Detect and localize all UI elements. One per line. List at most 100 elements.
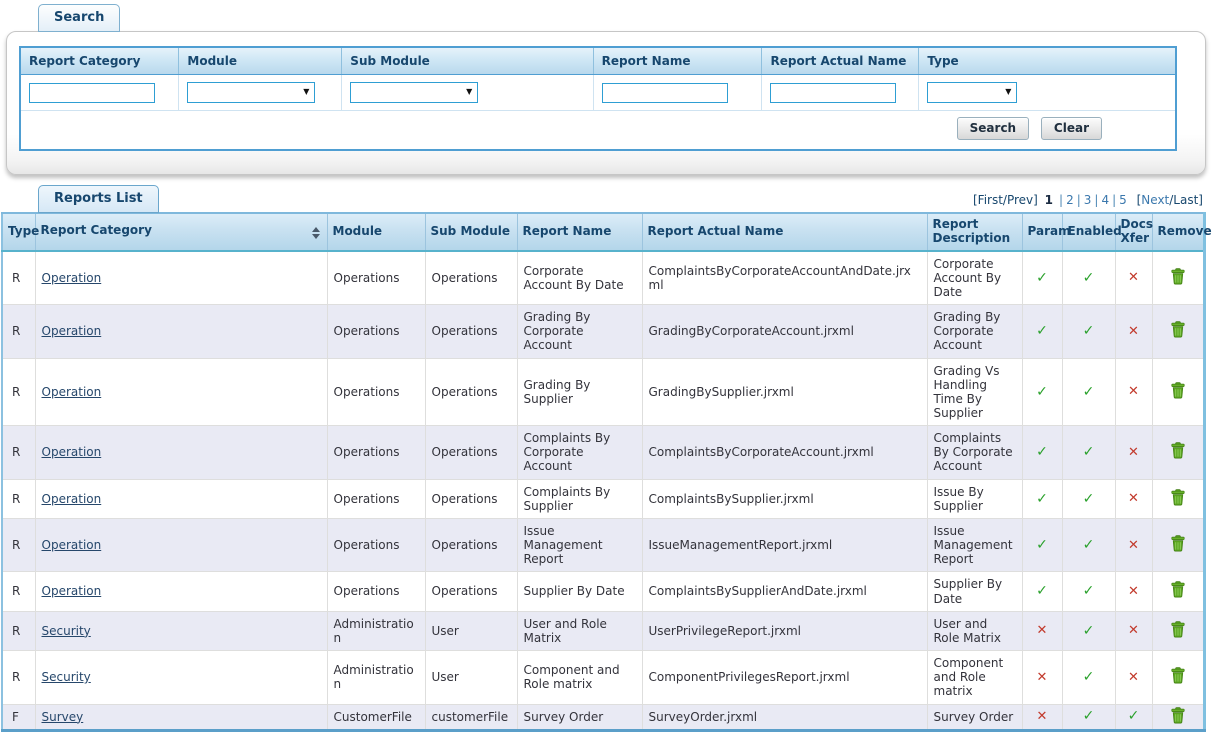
trash-icon[interactable]	[1170, 667, 1186, 684]
pagination-current-page: 1	[1044, 193, 1054, 207]
report-category-link[interactable]: Operation	[41, 324, 102, 339]
col-report-category-label: Report Category	[40, 223, 152, 238]
docs-xfer-cell: ✕	[1114, 571, 1153, 612]
docs-xfer-cell: ✓	[1114, 703, 1153, 731]
enabled-cell: ✓	[1061, 650, 1116, 705]
pagination-first-prev: [First/Prev]	[973, 193, 1038, 207]
pagination-page-link[interactable]: 2	[1066, 193, 1074, 207]
search-panel: Report Category Module Sub Module Report…	[6, 31, 1206, 175]
report-actual-name-cell: ComplaintsBySupplierAndDate.jrxml	[641, 571, 928, 612]
col-remove: Remove	[1151, 212, 1212, 252]
report-name-input[interactable]	[601, 82, 728, 103]
module-cell: Administration	[326, 610, 426, 652]
cross-icon: ✕	[1128, 537, 1139, 553]
clear-button[interactable]: Clear	[1040, 117, 1102, 140]
pagination-page-link[interactable]: 3	[1083, 193, 1092, 207]
report-category-cell: Operation	[34, 517, 328, 573]
trash-icon[interactable]	[1170, 321, 1186, 338]
trash-icon[interactable]	[1170, 442, 1186, 459]
type-cell: R	[1, 610, 36, 652]
report-category-link[interactable]: Security	[41, 623, 91, 638]
tab-search[interactable]: Search	[38, 4, 121, 32]
pagination-separator: |	[1094, 193, 1099, 207]
search-buttons-row: Search Clear	[20, 110, 1176, 150]
type-cell: R	[1, 517, 36, 573]
sub-module-cell: User	[424, 610, 518, 652]
report-actual-name-cell: SurveyOrder.jrxml	[641, 703, 928, 731]
trash-icon[interactable]	[1170, 382, 1186, 399]
report-description-cell: Grading By Corporate Account	[926, 304, 1023, 359]
pagination-page-link[interactable]: 4	[1101, 193, 1110, 207]
pagination-last: /Last]	[1169, 193, 1203, 207]
search-col-report-category: Report Category	[19, 46, 180, 75]
trash-icon[interactable]	[1170, 706, 1186, 724]
enabled-cell: ✓	[1061, 610, 1116, 652]
table-row: R Security Administration User User and Role…	[1, 610, 1205, 652]
cross-icon: ✕	[1128, 384, 1139, 400]
check-icon: ✓	[1082, 444, 1095, 461]
reports-table: Type Report Category Module Sub Module R…	[1, 212, 1212, 732]
col-report-category[interactable]: Report Category	[34, 212, 328, 252]
module-select[interactable]: ▼	[187, 82, 316, 103]
report-actual-name-cell: GradingByCorporateAccount.jrxml	[641, 304, 928, 359]
report-actual-name-cell: ComplaintsBySupplier.jrxml	[641, 478, 928, 519]
report-description-cell: Survey Order	[926, 703, 1023, 731]
report-category-cell: Survey	[34, 703, 328, 731]
enabled-cell: ✓	[1061, 425, 1116, 480]
report-category-link[interactable]: Operation	[41, 491, 102, 506]
tab-reports-list[interactable]: Reports List	[38, 185, 159, 213]
report-description-cell: User and Role Matrix	[926, 610, 1023, 652]
enabled-cell: ✓	[1061, 250, 1116, 306]
report-name-cell: Complaints By Supplier	[516, 478, 643, 519]
report-category-link[interactable]: Operation	[41, 384, 102, 399]
check-icon: ✓	[1036, 536, 1048, 553]
check-icon: ✓	[1036, 383, 1048, 400]
report-name-cell: Supplier By Date	[516, 571, 643, 612]
type-select[interactable]: ▼	[927, 82, 1018, 103]
report-category-link[interactable]: Operation	[41, 538, 102, 553]
search-input-row: ▼ ▼ ▼	[20, 74, 1177, 111]
remove-cell	[1151, 357, 1205, 427]
search-col-type: Type	[918, 46, 1177, 75]
search-button[interactable]: Search	[956, 117, 1030, 140]
report-actual-name-input[interactable]	[770, 82, 897, 103]
sub-module-cell: Operations	[424, 571, 518, 612]
report-category-link[interactable]: Operation	[41, 270, 102, 285]
sub-module-select[interactable]: ▼	[350, 82, 479, 103]
report-category-link[interactable]: Operation	[41, 584, 102, 599]
sub-module-cell: Operations	[424, 304, 518, 359]
table-row: R Operation Operations Operations Corporate …	[1, 250, 1205, 306]
report-category-cell: Operation	[34, 571, 328, 612]
report-description-cell: Grading Vs Handling Time By Supplier	[926, 357, 1023, 427]
sub-module-cell: Operations	[424, 517, 518, 573]
check-icon: ✓	[1082, 323, 1095, 340]
module-cell: Operations	[326, 571, 426, 612]
check-icon: ✓	[1082, 269, 1095, 286]
enabled-cell: ✓	[1061, 357, 1116, 427]
report-actual-name-cell: ComponentPrivilegesReport.jrxml	[641, 650, 928, 705]
trash-icon[interactable]	[1170, 621, 1186, 638]
check-icon: ✓	[1036, 323, 1048, 340]
report-category-input[interactable]	[29, 82, 155, 103]
param-cell: ✓	[1021, 517, 1063, 573]
docs-xfer-cell: ✕	[1114, 610, 1153, 652]
report-category-link[interactable]: Security	[41, 670, 91, 685]
module-cell: CustomerFile	[326, 703, 426, 731]
sort-icon[interactable]	[311, 227, 320, 240]
report-category-cell: Security	[34, 610, 328, 652]
remove-cell	[1151, 517, 1205, 573]
pagination-page-link[interactable]: 5	[1119, 193, 1127, 207]
trash-icon[interactable]	[1170, 488, 1186, 506]
pagination-next-link[interactable]: Next	[1141, 193, 1170, 207]
trash-icon[interactable]	[1170, 535, 1186, 552]
report-category-cell: Operation	[34, 425, 328, 480]
report-category-link[interactable]: Operation	[41, 445, 102, 460]
check-icon: ✓	[1036, 269, 1048, 286]
trash-icon[interactable]	[1170, 268, 1186, 285]
cross-icon: ✕	[1128, 444, 1139, 460]
trash-icon[interactable]	[1170, 581, 1186, 598]
report-name-cell: Grading By Corporate Account	[516, 304, 643, 359]
cross-icon: ✕	[1128, 583, 1139, 599]
module-cell: Operations	[326, 357, 426, 427]
